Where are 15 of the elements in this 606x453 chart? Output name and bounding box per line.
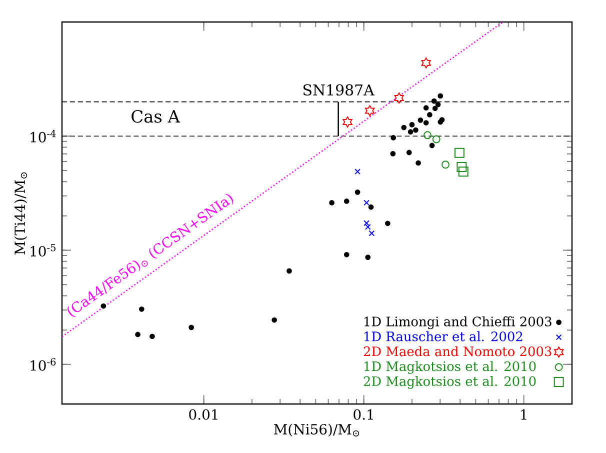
y-tick-label: 10$^{-6}$ <box>30 358 56 371</box>
annotation: SN1987A <box>304 84 375 96</box>
legend-label: 2D Magkotsios et al. 2010 <box>364 376 536 389</box>
y-axis-title: M(Ti44)/M$_{⊙}$ <box>14 172 28 254</box>
text: 1D Rauscher et al. 2002 <box>364 331 522 342</box>
y-tick-label: 10$^{-4}$ <box>30 130 56 142</box>
x-axis-title: M(Ni56)/M$_{⊙}$ <box>274 424 360 436</box>
annotation: Cas A <box>132 110 180 123</box>
legend-label: 1D Limongi and Chieffi 2003 <box>364 316 552 330</box>
y-tick-label: 10$^{-5}$ <box>30 244 56 257</box>
x-tick-label: 0.01 <box>189 409 218 420</box>
x-tick-label: 1 <box>521 409 526 420</box>
x-tick-label: 0.1 <box>354 409 373 420</box>
legend-label: 1D Magkotsios et al. 2010 <box>364 361 536 374</box>
legend-label: 2D Maeda and Nomoto 2003 <box>364 346 552 356</box>
